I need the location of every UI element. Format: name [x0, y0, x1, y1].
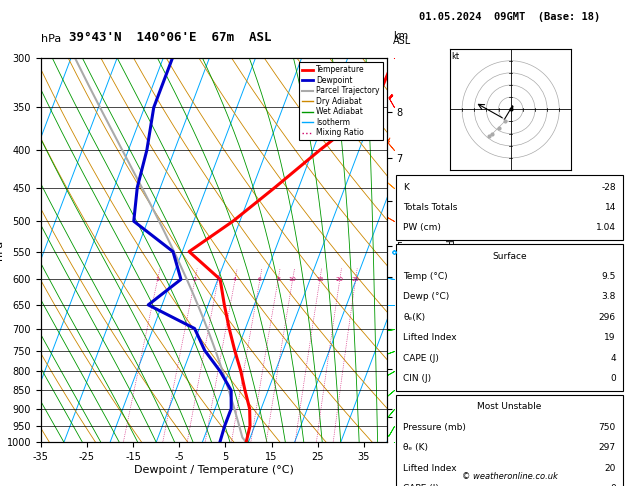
- Text: Surface: Surface: [492, 252, 527, 260]
- Text: 4: 4: [610, 354, 616, 363]
- Text: Lifted Index: Lifted Index: [403, 464, 457, 472]
- Text: θₑ(K): θₑ(K): [403, 313, 425, 322]
- Text: 1.04: 1.04: [596, 224, 616, 232]
- X-axis label: Dewpoint / Temperature (°C): Dewpoint / Temperature (°C): [134, 465, 294, 475]
- Text: Dewp (°C): Dewp (°C): [403, 293, 449, 301]
- Text: kt: kt: [451, 52, 459, 61]
- Text: 297: 297: [599, 443, 616, 452]
- Text: -28: -28: [601, 183, 616, 191]
- Text: 14: 14: [604, 203, 616, 212]
- Text: K: K: [403, 183, 409, 191]
- Text: 19: 19: [604, 333, 616, 342]
- Text: CAPE (J): CAPE (J): [403, 354, 439, 363]
- Bar: [396, 175, 623, 240]
- Text: 8: 8: [276, 277, 280, 282]
- Text: PW (cm): PW (cm): [403, 224, 441, 232]
- Text: Temp (°C): Temp (°C): [403, 272, 448, 281]
- Y-axis label: Mixing Ratio (g/kg): Mixing Ratio (g/kg): [443, 204, 454, 296]
- Bar: [396, 395, 623, 486]
- Text: 10: 10: [289, 277, 296, 282]
- Text: ASL: ASL: [393, 36, 411, 46]
- Text: θₑ (K): θₑ (K): [403, 443, 428, 452]
- Text: 296: 296: [599, 313, 616, 322]
- Text: Most Unstable: Most Unstable: [477, 402, 542, 411]
- Y-axis label: hPa: hPa: [0, 240, 4, 260]
- Text: 20: 20: [336, 277, 344, 282]
- Text: 750: 750: [599, 423, 616, 432]
- Text: 39°43'N  140°06'E  67m  ASL: 39°43'N 140°06'E 67m ASL: [69, 31, 272, 44]
- Bar: [396, 244, 623, 391]
- Text: 3: 3: [216, 277, 220, 282]
- Text: © weatheronline.co.uk: © weatheronline.co.uk: [462, 472, 557, 481]
- Text: hPa: hPa: [41, 34, 61, 44]
- Text: 01.05.2024  09GMT  (Base: 18): 01.05.2024 09GMT (Base: 18): [419, 12, 600, 22]
- Text: km: km: [393, 31, 408, 41]
- Text: 4: 4: [233, 277, 237, 282]
- Text: 2: 2: [193, 277, 197, 282]
- Text: 25: 25: [352, 277, 360, 282]
- Text: CAPE (J): CAPE (J): [403, 484, 439, 486]
- Text: CIN (J): CIN (J): [403, 374, 431, 383]
- Legend: Temperature, Dewpoint, Parcel Trajectory, Dry Adiabat, Wet Adiabat, Isotherm, Mi: Temperature, Dewpoint, Parcel Trajectory…: [299, 62, 383, 140]
- Text: 1: 1: [156, 277, 160, 282]
- Text: Lifted Index: Lifted Index: [403, 333, 457, 342]
- Text: Totals Totals: Totals Totals: [403, 203, 457, 212]
- Text: 3.8: 3.8: [601, 293, 616, 301]
- Text: 6: 6: [258, 277, 262, 282]
- Text: 0: 0: [610, 484, 616, 486]
- Text: 15: 15: [316, 277, 324, 282]
- Text: 9.5: 9.5: [601, 272, 616, 281]
- Text: Pressure (mb): Pressure (mb): [403, 423, 466, 432]
- Text: 0: 0: [610, 374, 616, 383]
- Text: 20: 20: [604, 464, 616, 472]
